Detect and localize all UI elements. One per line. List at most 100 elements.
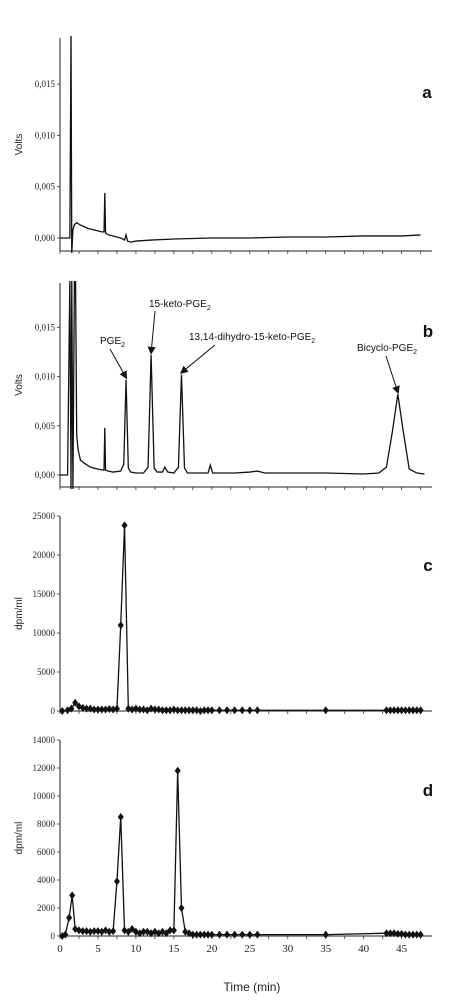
annotation-arrow xyxy=(147,310,156,355)
data-point-marker xyxy=(174,706,181,715)
data-point-marker xyxy=(170,926,177,935)
data-point-marker xyxy=(129,705,136,714)
peak-annotation-label: 13,14-dihydro-15-keto-PGE2 xyxy=(189,332,315,345)
series-line xyxy=(60,281,425,489)
x-tick-label: 15 xyxy=(168,943,180,955)
y-tick-label: 0,000 xyxy=(35,233,56,243)
data-point-marker xyxy=(224,930,231,939)
peak-annotation-label: Bicyclo-PGE2 xyxy=(357,343,417,356)
y-tick-label: 6000 xyxy=(37,847,56,857)
annotation-arrow xyxy=(109,348,128,380)
data-point-marker xyxy=(68,704,75,713)
data-point-marker xyxy=(91,705,98,714)
data-point-marker xyxy=(208,930,215,939)
data-point-marker xyxy=(201,930,208,939)
data-point-marker xyxy=(394,929,401,938)
data-point-marker xyxy=(178,706,185,715)
y-tick-label: 0,015 xyxy=(35,79,56,89)
data-point-marker xyxy=(98,705,105,714)
data-point-marker xyxy=(79,927,86,936)
data-point-marker xyxy=(216,930,223,939)
y-tick-label: 0,015 xyxy=(35,322,56,332)
y-tick-label: 0,005 xyxy=(35,182,56,192)
data-point-marker xyxy=(62,930,69,939)
data-point-marker xyxy=(167,926,174,935)
annotation-arrow xyxy=(179,344,216,374)
data-point-marker xyxy=(383,706,390,715)
data-point-marker xyxy=(216,706,223,715)
data-point-marker xyxy=(155,705,162,714)
data-point-marker xyxy=(402,706,409,715)
data-point-marker xyxy=(406,930,413,939)
data-point-marker xyxy=(87,704,94,713)
data-point-marker xyxy=(113,704,120,713)
x-tick-label: 20 xyxy=(206,943,218,955)
data-point-marker xyxy=(413,930,420,939)
data-point-marker xyxy=(193,930,200,939)
y-tick-label: 2000 xyxy=(37,903,56,913)
x-axis-label: Time (min) xyxy=(224,980,281,994)
y-tick-label: 0,000 xyxy=(35,470,56,480)
panel-letter: d xyxy=(423,781,433,800)
x-tick-label: 45 xyxy=(396,943,408,955)
data-point-marker xyxy=(59,707,66,715)
peak-annotation-label: 15-keto-PGE2 xyxy=(149,299,211,312)
data-point-marker xyxy=(410,706,417,715)
data-point-marker xyxy=(151,705,158,714)
data-point-marker xyxy=(94,705,101,714)
data-point-marker xyxy=(110,927,117,936)
data-point-marker xyxy=(121,521,128,530)
x-tick-label: 30 xyxy=(282,943,294,955)
y-axis-label: Volts xyxy=(14,134,25,156)
data-point-marker xyxy=(174,766,181,775)
data-point-marker xyxy=(402,930,409,939)
y-tick-label: 25000 xyxy=(33,511,56,521)
y-tick-label: 8000 xyxy=(37,819,56,829)
data-point-marker xyxy=(201,706,208,715)
data-point-marker xyxy=(189,706,196,715)
data-point-marker xyxy=(254,706,261,715)
data-point-marker xyxy=(413,706,420,715)
data-point-marker xyxy=(113,877,120,886)
data-point-marker xyxy=(205,706,212,715)
data-point-marker xyxy=(75,926,82,935)
y-axis-label: dpm/ml xyxy=(14,822,25,855)
data-point-marker xyxy=(254,930,261,939)
y-tick-label: 10000 xyxy=(33,791,56,801)
y-tick-label: 14000 xyxy=(33,735,56,745)
data-point-marker xyxy=(406,706,413,715)
panel-letter: c xyxy=(423,556,432,575)
x-tick-label: 0 xyxy=(57,943,63,955)
series-line xyxy=(62,525,421,712)
y-tick-label: 0,010 xyxy=(35,130,56,140)
data-point-marker xyxy=(224,706,231,715)
panel-letter: a xyxy=(422,83,432,102)
data-point-marker xyxy=(163,706,170,715)
y-tick-label: 12000 xyxy=(33,763,56,773)
data-point-marker xyxy=(132,704,139,713)
data-point-marker xyxy=(383,929,390,938)
data-point-marker xyxy=(102,705,109,714)
y-axis-label: Volts xyxy=(14,374,25,396)
peak-annotation-label: PGE2 xyxy=(100,336,125,349)
data-point-marker xyxy=(106,705,113,714)
data-point-marker xyxy=(197,930,204,939)
data-point-marker xyxy=(394,706,401,715)
data-point-marker xyxy=(189,930,196,939)
data-point-marker xyxy=(170,705,177,714)
x-tick-label: 40 xyxy=(358,943,370,955)
y-tick-label: 10000 xyxy=(33,628,56,638)
data-point-marker xyxy=(322,930,329,939)
x-tick-label: 25 xyxy=(244,943,256,955)
data-point-marker xyxy=(69,891,76,900)
data-point-marker xyxy=(140,927,147,936)
data-point-marker xyxy=(387,706,394,715)
data-point-marker xyxy=(197,707,204,715)
data-point-marker xyxy=(72,698,79,707)
data-point-marker xyxy=(125,704,132,713)
y-tick-label: 0 xyxy=(51,931,56,941)
y-tick-label: 0,010 xyxy=(35,372,56,382)
data-point-marker xyxy=(117,813,124,821)
y-tick-label: 4000 xyxy=(37,875,56,885)
